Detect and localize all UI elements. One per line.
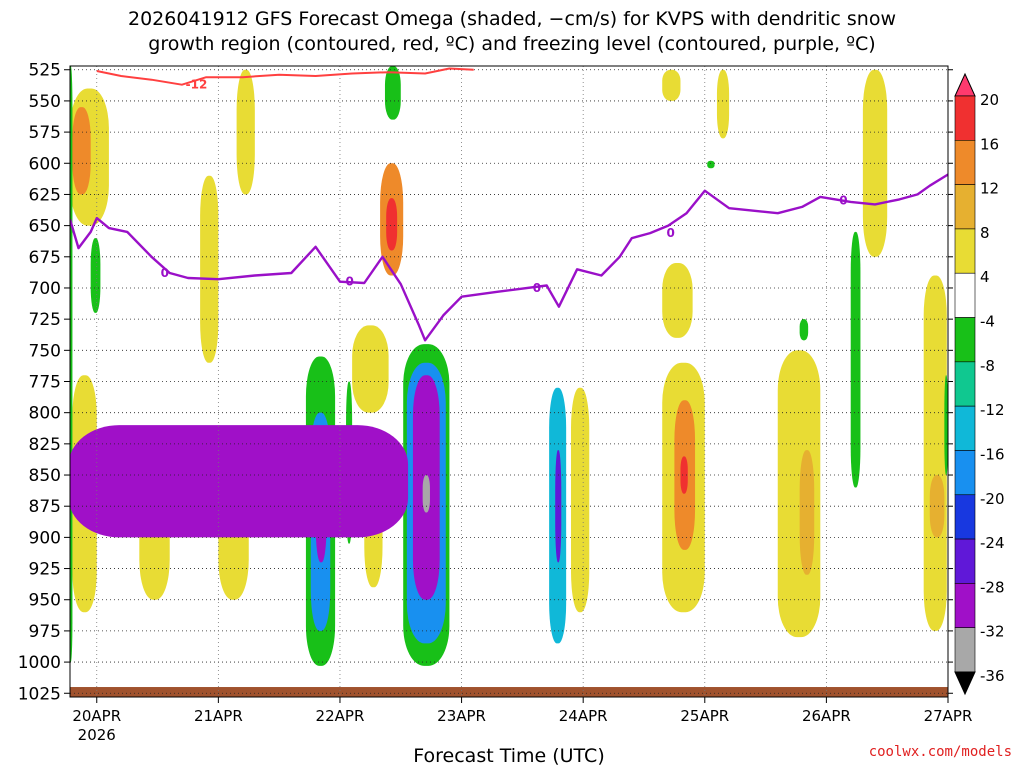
colorbar-label: -12 bbox=[980, 401, 1005, 419]
y-tick-label: 600 bbox=[29, 154, 61, 174]
freezing-level-line bbox=[70, 173, 948, 342]
y-tick-label: 1025 bbox=[18, 684, 61, 704]
y-tick-label: 750 bbox=[29, 341, 61, 361]
x-tick-label: 27APR bbox=[924, 707, 973, 725]
y-tick-label: 825 bbox=[29, 435, 61, 455]
colorbar-label: -4 bbox=[980, 313, 995, 331]
x-tick-label: 26APR bbox=[802, 707, 851, 725]
surface-band bbox=[70, 687, 948, 697]
dgz-contour-label: -12 bbox=[186, 77, 208, 91]
colorbar-label: -16 bbox=[980, 445, 1005, 463]
omega-region bbox=[200, 175, 219, 363]
chart-title-line-1: 2026041912 GFS Forecast Omega (shaded, −… bbox=[128, 8, 896, 30]
x-axis-label: Forecast Time (UTC) bbox=[413, 745, 604, 767]
omega-region bbox=[384, 66, 401, 120]
omega-region bbox=[944, 375, 948, 476]
omega-region bbox=[680, 456, 688, 494]
y-tick-label: 675 bbox=[29, 248, 61, 268]
omega-region bbox=[70, 66, 73, 663]
colorbar-band bbox=[954, 627, 976, 673]
colorbar-label: 20 bbox=[980, 91, 999, 109]
colorbar-band bbox=[954, 95, 976, 141]
x-tick-label: 20APR bbox=[72, 707, 121, 725]
colorbar-label: 16 bbox=[980, 135, 999, 153]
y-tick-label: 950 bbox=[29, 591, 61, 611]
omega-region bbox=[72, 107, 91, 195]
colorbar-band bbox=[954, 317, 976, 363]
freezing-level-label: 0 bbox=[839, 194, 847, 208]
x-tick-sublabel: 2026 bbox=[78, 726, 116, 744]
colorbar-label: 12 bbox=[980, 180, 999, 198]
site-credit: coolwx.com/models bbox=[868, 744, 1012, 760]
y-tick-label: 625 bbox=[29, 185, 61, 205]
omega-region bbox=[422, 475, 430, 513]
y-tick-label: 1000 bbox=[18, 653, 61, 673]
omega-region bbox=[662, 263, 693, 338]
colorbar-bottom-arrow bbox=[954, 671, 976, 696]
freezing-level-label: 0 bbox=[667, 226, 675, 240]
colorbar-band bbox=[954, 272, 976, 318]
omega-region bbox=[352, 325, 389, 413]
y-tick-label: 725 bbox=[29, 310, 61, 330]
y-tick-label: 900 bbox=[29, 528, 61, 548]
x-tick-label: 24APR bbox=[559, 707, 608, 725]
omega-region bbox=[662, 69, 681, 101]
x-tick-label: 21APR bbox=[194, 707, 243, 725]
freezing-level-label: 0 bbox=[161, 266, 169, 280]
colorbar-band bbox=[954, 494, 976, 540]
dgz-contour-line bbox=[96, 67, 474, 86]
y-tick-label: 875 bbox=[29, 497, 61, 517]
y-tick-label: 850 bbox=[29, 466, 61, 486]
colorbar-label: 8 bbox=[980, 224, 990, 242]
x-tick-label: 25APR bbox=[680, 707, 729, 725]
omega-region bbox=[90, 238, 101, 313]
x-tick-label: 23APR bbox=[437, 707, 486, 725]
omega-region bbox=[799, 319, 809, 341]
omega-region bbox=[923, 275, 947, 631]
omega-region bbox=[929, 475, 945, 538]
colorbar-top-arrow bbox=[954, 72, 976, 97]
colorbar-band bbox=[954, 361, 976, 407]
colorbar-band bbox=[954, 228, 976, 274]
colorbar-label: 4 bbox=[980, 268, 990, 286]
y-tick-label: 775 bbox=[29, 373, 61, 393]
freezing-level-label: 0 bbox=[346, 275, 354, 289]
y-tick-label: 925 bbox=[29, 560, 61, 580]
omega-region bbox=[386, 198, 398, 251]
colorbar-label: -24 bbox=[980, 534, 1005, 552]
x-tick-label: 22APR bbox=[316, 707, 365, 725]
y-tick-label: 575 bbox=[29, 123, 61, 143]
omega-region bbox=[862, 69, 888, 257]
omega-region bbox=[70, 425, 409, 538]
colorbar-band bbox=[954, 538, 976, 584]
omega-region bbox=[799, 450, 815, 575]
y-tick-label: 525 bbox=[29, 61, 61, 81]
colorbar-band bbox=[954, 140, 976, 185]
omega-region bbox=[707, 160, 715, 169]
colorbar-label: -8 bbox=[980, 357, 995, 375]
colorbar-band bbox=[954, 184, 976, 230]
omega-region bbox=[236, 69, 255, 195]
colorbar-label: -32 bbox=[980, 623, 1005, 641]
y-tick-label: 550 bbox=[29, 92, 61, 112]
omega-region bbox=[850, 231, 861, 488]
omega-region bbox=[315, 456, 327, 563]
colorbar-label: -20 bbox=[980, 490, 1005, 508]
omega-region bbox=[716, 69, 730, 139]
y-tick-label: 800 bbox=[29, 404, 61, 424]
y-tick-label: 700 bbox=[29, 279, 61, 299]
colorbar-band bbox=[954, 450, 976, 496]
y-tick-label: 975 bbox=[29, 622, 61, 642]
chart-title-line-2: growth region (contoured, red, ºC) and f… bbox=[148, 33, 876, 55]
omega-region bbox=[571, 387, 590, 613]
y-tick-label: 650 bbox=[29, 217, 61, 237]
colorbar-band bbox=[954, 405, 976, 451]
colorbar-label: -28 bbox=[980, 578, 1005, 596]
colorbar-band bbox=[954, 583, 976, 628]
freezing-level-label: 0 bbox=[533, 281, 541, 295]
colorbar-label: -36 bbox=[980, 667, 1005, 685]
